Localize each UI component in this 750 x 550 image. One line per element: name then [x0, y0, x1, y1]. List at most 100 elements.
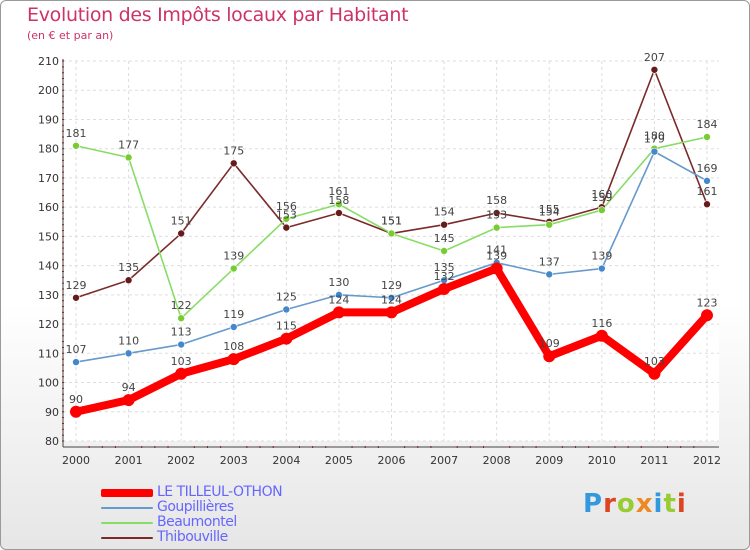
data-label: 103: [171, 355, 192, 368]
data-label: 109: [539, 337, 560, 350]
data-label: 129: [66, 279, 87, 292]
data-label: 175: [223, 144, 244, 157]
logo-letter: t: [663, 489, 677, 519]
data-point: [229, 323, 238, 331]
data-point: [72, 293, 80, 302]
data-point: [492, 209, 501, 217]
data-point: [545, 270, 554, 279]
legend-label: Thibouville: [157, 529, 228, 545]
data-point: [282, 305, 291, 314]
data-label: 161: [328, 185, 349, 198]
y-tick-label: 100: [38, 377, 59, 390]
data-label: 179: [644, 133, 665, 146]
data-label: 145: [434, 232, 455, 245]
legend-swatch: [101, 522, 153, 524]
data-label: 94: [122, 381, 136, 394]
data-label: 151: [171, 214, 192, 227]
data-point: [282, 215, 291, 223]
data-label: 113: [171, 326, 192, 339]
data-label: 103: [644, 355, 665, 368]
data-point: [175, 367, 188, 380]
data-label: 151: [381, 214, 402, 227]
y-tick-label: 180: [38, 143, 59, 156]
data-point: [335, 209, 343, 217]
data-label: 155: [539, 203, 560, 216]
legend-label: Goupillières: [157, 499, 234, 515]
data-labels: 129 135 151 175 153 158 151 154 158 155 160 207 161 1…: [66, 51, 718, 406]
legend-label: LE TILLEUL-OTHON: [157, 484, 283, 500]
data-point: [122, 394, 135, 407]
data-point: [332, 306, 345, 319]
y-tick-label: 200: [38, 84, 59, 97]
data-label: 135: [434, 261, 455, 274]
data-label: 110: [118, 334, 139, 347]
data-label: 108: [223, 340, 244, 353]
chart-subtitle: (en € et par an): [27, 29, 114, 42]
legend-item: Beaumontel: [101, 514, 361, 530]
x-tick-label: 2001: [115, 454, 143, 467]
data-point: [440, 247, 448, 255]
data-point: [124, 153, 133, 162]
data-label: 181: [66, 127, 87, 140]
x-tick-label: 2009: [535, 454, 563, 467]
data-label: 169: [697, 162, 718, 175]
x-tick-label: 2010: [588, 454, 616, 467]
data-label: 135: [118, 261, 139, 274]
legend-swatch: [101, 537, 153, 539]
y-tick-label: 170: [38, 172, 59, 185]
x-tick-label: 2012: [693, 454, 721, 467]
data-label: 139: [223, 250, 244, 263]
x-tick-label: 2003: [220, 454, 248, 467]
data-label: 123: [697, 296, 718, 309]
data-label: 119: [223, 308, 244, 321]
data-label: 154: [539, 206, 560, 219]
data-point: [70, 405, 82, 418]
x-tick-label: 2008: [483, 454, 511, 467]
data-point: [438, 283, 451, 295]
data-label: 129: [381, 279, 402, 292]
data-label: 116: [591, 317, 612, 330]
data-label: 156: [276, 200, 297, 213]
data-point: [387, 229, 396, 238]
data-label: 124: [381, 293, 402, 306]
x-tick-label: 2011: [640, 454, 668, 467]
data-point: [598, 264, 606, 273]
y-tick-label: 90: [45, 406, 59, 419]
logo-letter: x: [635, 489, 654, 519]
data-point: [492, 223, 501, 232]
data-point: [72, 141, 80, 150]
data-label: 180: [644, 130, 665, 143]
data-point: [598, 206, 606, 214]
y-tick-label: 150: [38, 230, 59, 243]
x-tick-label: 2002: [167, 454, 195, 467]
y-tick-label: 210: [38, 55, 59, 68]
data-point: [387, 293, 396, 302]
data-label: 207: [644, 51, 665, 64]
proxiti-logo: Proxiti: [583, 489, 687, 519]
logo-letter: i: [676, 489, 687, 519]
y-tick-label: 160: [38, 201, 59, 214]
data-point: [229, 264, 238, 273]
x-tick-label: 2006: [378, 454, 406, 467]
data-label: 177: [118, 138, 139, 151]
data-point: [229, 159, 238, 168]
data-point: [650, 65, 659, 74]
y-tick-label: 110: [38, 347, 59, 360]
x-tick-label: 2004: [272, 454, 300, 467]
data-point: [177, 229, 185, 238]
x-tick-label: 2005: [325, 454, 353, 467]
data-point: [703, 177, 711, 185]
logo-letter: P: [583, 489, 604, 519]
y-tick-label: 140: [38, 260, 59, 273]
legend-label: Beaumontel: [157, 514, 237, 530]
data-label: 139: [591, 250, 612, 263]
data-label: 160: [591, 188, 612, 201]
data-point: [177, 314, 185, 323]
data-point: [280, 332, 293, 345]
data-point: [648, 367, 661, 380]
logo-letter: i: [653, 489, 664, 519]
y-tick-label: 120: [38, 318, 59, 331]
data-point: [490, 262, 503, 275]
